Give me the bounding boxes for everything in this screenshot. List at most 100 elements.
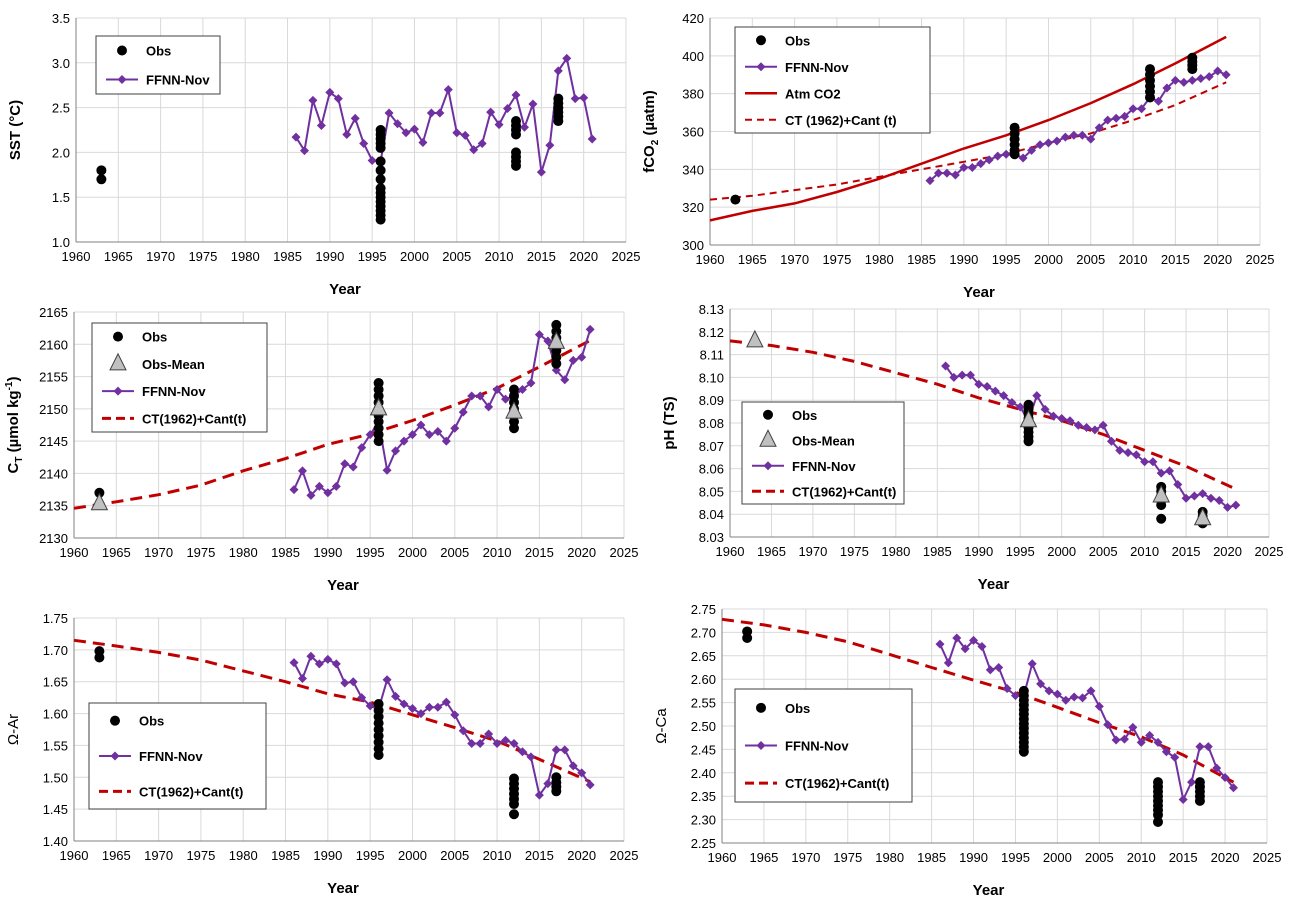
obs-mean-point — [1019, 409, 1038, 428]
ffnn-point — [935, 639, 945, 649]
y-tick-label: 1.45 — [43, 802, 68, 817]
ffnn-point — [1002, 684, 1012, 694]
y-tick-label: 8.07 — [699, 439, 724, 454]
obs-point — [551, 358, 562, 369]
series-line-ct-1962-cant-t- — [709, 81, 1227, 201]
y-tick-label: 1.65 — [43, 675, 68, 690]
chart-fco2: 300 320 340 360 380 400 420 1960 1965 1970 1975 198… — [641, 11, 1274, 301]
x-tick-label: 1995 — [356, 545, 385, 560]
x-tick-label: 2015 — [525, 848, 554, 863]
ffnn-point — [1032, 391, 1042, 401]
x-tick-label: 1990 — [959, 850, 988, 865]
ffnn-point — [348, 677, 358, 687]
x-tick-label: 2025 — [1253, 850, 1282, 865]
ffnn-point — [1221, 70, 1231, 80]
ffnn-point — [289, 485, 299, 495]
legend-label-ct-1962-cant-t-: CT (1962)+Cant (t) — [785, 113, 897, 128]
legend: Obs Obs-Mean FFNN-Nov CT(1962)+Cant(t) — [91, 322, 268, 433]
ffnn-point — [1098, 420, 1108, 430]
ffnn-point — [1077, 130, 1087, 140]
legend-marker-ffnn — [110, 751, 120, 761]
x-tick-label: 1995 — [1001, 850, 1030, 865]
obs-point — [1145, 92, 1155, 103]
ffnn-point — [458, 407, 468, 417]
obs-point — [1194, 795, 1205, 806]
ffnn-point — [1043, 138, 1053, 148]
y-tick-label: 1.75 — [43, 611, 68, 626]
obs-mean-point — [90, 492, 109, 511]
x-tick-label: 1960 — [62, 249, 91, 264]
ffnn-point — [1027, 145, 1037, 155]
ffnn-point — [551, 745, 561, 755]
ffnn-point — [357, 443, 367, 453]
ffnn-point — [393, 119, 403, 129]
obs-point — [511, 160, 521, 171]
ffnn-point — [314, 659, 324, 669]
obs-point — [375, 214, 386, 225]
legend-label-obs: Obs — [785, 701, 810, 716]
y-tick-label: 2145 — [39, 434, 68, 449]
legend-marker-obs-mean — [759, 429, 777, 447]
ffnn-point — [458, 726, 468, 736]
x-tick-label: 1995 — [1006, 544, 1035, 559]
obs-point — [1187, 64, 1198, 75]
y-tick-label: 2130 — [39, 531, 68, 546]
ffnn-point — [492, 739, 502, 749]
legend-label-obs: Obs — [142, 330, 167, 345]
x-tick-label: 1980 — [865, 252, 894, 267]
ffnn-point — [957, 370, 967, 380]
y-tick-label: 2.35 — [691, 789, 716, 804]
y-tick-label: 8.11 — [700, 348, 724, 363]
ffnn-point — [976, 159, 986, 169]
y-tick-label: 1.5 — [52, 190, 70, 205]
y-tick-label: 2.5 — [52, 101, 70, 116]
ffnn-point — [1195, 742, 1205, 752]
x-tick-label: 1965 — [757, 544, 786, 559]
ffnn-line — [929, 69, 1227, 182]
obs-mean-point — [505, 400, 523, 419]
legend-box — [91, 322, 268, 433]
x-tick-label: 2005 — [1085, 850, 1114, 865]
ffnn-point — [384, 108, 394, 118]
ffnn-point — [1181, 493, 1191, 503]
obs-point — [1153, 816, 1163, 827]
ffnn-point — [553, 66, 563, 76]
x-tick-label: 2010 — [1127, 850, 1156, 865]
x-tick-label: 1970 — [780, 252, 809, 267]
ffnn-point — [424, 702, 434, 712]
ffnn-point — [1115, 445, 1125, 455]
ffnn-point — [1060, 132, 1070, 142]
obs-point — [1009, 149, 1020, 160]
obs-point — [96, 174, 107, 185]
ffnn-point — [441, 436, 451, 446]
y-tick-label: 320 — [682, 200, 704, 215]
ffnn-point — [314, 481, 324, 491]
y-tick-label: 2.50 — [691, 719, 716, 734]
ffnn-point — [543, 336, 553, 346]
ffnn-point — [1111, 735, 1121, 745]
ffnn-point — [1145, 730, 1155, 740]
ffnn-point — [1073, 420, 1083, 430]
ffnn-point — [577, 352, 587, 362]
x-tick-label: 2015 — [1172, 544, 1201, 559]
x-tick-label: 2000 — [1043, 850, 1072, 865]
y-tick-label: 420 — [682, 11, 704, 26]
ffnn-point — [959, 162, 969, 172]
x-tick-label: 2015 — [1169, 850, 1198, 865]
x-tick-label: 2010 — [483, 848, 512, 863]
ffnn-point — [382, 465, 392, 475]
ffnn-point — [450, 710, 460, 720]
ffnn-point — [399, 699, 409, 709]
y-tick-label: 8.04 — [699, 507, 724, 522]
ffnn-point — [350, 113, 360, 123]
x-tick-label: 2020 — [1203, 252, 1232, 267]
x-axis-label: Year — [327, 577, 359, 594]
legend-label-ffnn-nov: FFNN-Nov — [146, 73, 210, 88]
y-tick-label: 2.60 — [691, 672, 716, 687]
ffnn-point — [1178, 794, 1188, 804]
ffnn-point — [331, 659, 341, 669]
ffnn-point — [1078, 693, 1088, 703]
obs-point — [375, 174, 386, 185]
ffnn-point — [1206, 493, 1216, 503]
